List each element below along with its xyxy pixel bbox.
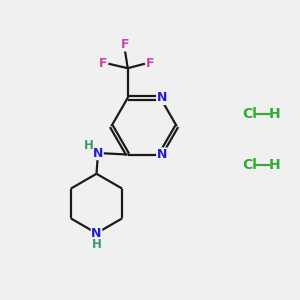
Text: N: N [157,92,167,104]
Text: N: N [91,227,102,240]
Text: Cl: Cl [242,158,257,172]
Text: F: F [146,57,154,70]
Text: N: N [157,148,167,161]
Text: H: H [83,139,93,152]
Text: H: H [92,238,101,251]
Text: H: H [268,158,280,172]
Text: H: H [268,107,280,121]
Text: Cl: Cl [242,107,257,121]
Text: F: F [121,38,129,51]
Text: N: N [93,147,103,160]
Text: F: F [99,57,107,70]
